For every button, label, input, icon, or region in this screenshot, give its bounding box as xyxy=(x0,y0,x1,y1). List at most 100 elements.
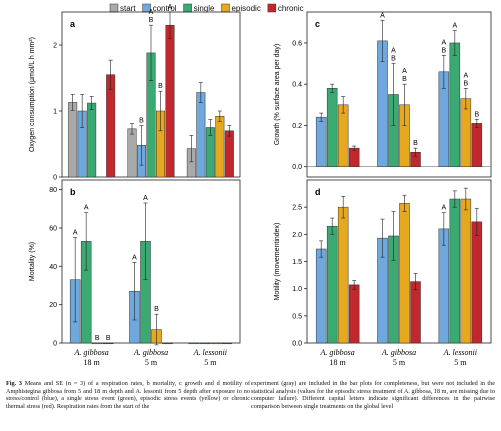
panel-b-ylabel: Mortality (%) xyxy=(29,242,36,281)
panel-c-ylabel: Growth (% surface area per day) xyxy=(274,44,281,146)
panel-b-tick-label: 60 xyxy=(49,225,57,232)
bar-d-chronic xyxy=(471,221,483,344)
sig-letter-a: B xyxy=(149,17,154,24)
legend-label-chronic: chronic xyxy=(278,4,304,13)
sig-letter-c: A xyxy=(402,68,407,75)
group-label-b: A. gibbosa xyxy=(133,348,168,357)
sig-letter-c: A xyxy=(452,23,457,30)
group-label-b: A. lessonii xyxy=(193,348,227,357)
legend-swatch-start xyxy=(109,3,119,13)
sig-letter-c: B xyxy=(463,80,468,87)
group-label-b: A. gibbosa xyxy=(74,348,109,357)
sig-letter-d: A xyxy=(441,205,446,212)
bar-b-chronic xyxy=(221,342,233,345)
panel-a-tick-label: 2 xyxy=(53,43,57,50)
caption-left-text: Means and SE (n = 3) of a respiration ra… xyxy=(6,380,251,410)
legend: start control single episodic chronic xyxy=(109,3,304,13)
sig-letter-b: A xyxy=(132,254,137,261)
panel-b-tick-label: 40 xyxy=(49,264,57,271)
bar-b-chronic xyxy=(162,342,173,345)
bar-d-episodic xyxy=(399,203,410,344)
sig-letter-c: B xyxy=(441,47,446,54)
sig-letter-c: A xyxy=(441,39,446,46)
caption-fig-label: Fig. 3 xyxy=(6,380,23,387)
group-depth-d: 18 m xyxy=(330,358,347,367)
panel-a-tick-label: 1 xyxy=(53,109,57,116)
group-label-d: A. gibbosa xyxy=(381,348,416,357)
panel-c-tick-label: 0.0 xyxy=(292,164,302,171)
sig-letter-c: A xyxy=(463,72,468,79)
bar-b-episodic xyxy=(91,342,103,345)
panel-b-tick-label: 20 xyxy=(49,302,57,309)
panel-d-tick-label: 2.5 xyxy=(292,205,302,212)
sig-letter-c: B xyxy=(402,76,407,83)
bar-b-chronic xyxy=(102,342,114,345)
bar-b-control xyxy=(188,342,200,345)
bar-a-control xyxy=(196,92,206,178)
sig-letter-a: B xyxy=(158,83,163,90)
legend-swatch-episodic xyxy=(221,3,230,13)
panel-a-tick-label: 0 xyxy=(53,175,57,182)
panel-c-tick-label: 0.4 xyxy=(292,82,302,89)
panel-d-tick-label: 0.0 xyxy=(292,341,302,348)
bar-d-chronic xyxy=(410,281,421,344)
bar-d-control xyxy=(315,248,327,344)
bar-a-start xyxy=(127,128,137,178)
group-depth-b: 5 m xyxy=(204,358,217,367)
legend-label-control: control xyxy=(153,4,177,13)
panel-d-tick-label: 1.0 xyxy=(292,286,302,293)
sig-letter-b: A xyxy=(73,230,78,237)
bar-d-chronic xyxy=(348,284,360,344)
sig-letter-b: B xyxy=(154,306,159,313)
caption-left: Fig. 3 Means and SE (n = 3) of a respira… xyxy=(6,380,250,410)
bar-a-chronic xyxy=(224,130,234,178)
panel-c-tick-label: 0.6 xyxy=(292,40,302,47)
bar-c-chronic xyxy=(471,123,483,167)
panel-d-label: d xyxy=(315,187,321,197)
sig-letter-a: A xyxy=(168,4,173,11)
legend-label-start: start xyxy=(120,4,136,13)
sig-letter-a: B xyxy=(139,118,144,125)
legend-swatch-single xyxy=(183,3,192,13)
panel-c: c 0.0 0.2 0.4 0.6 Growth (% surface area per … xyxy=(274,11,492,178)
bar-c-single xyxy=(326,88,338,167)
bar-a-chronic xyxy=(106,74,116,178)
bar-c-episodic xyxy=(337,104,349,167)
sig-letter-b: A xyxy=(143,195,148,202)
sig-letter-c: A xyxy=(391,48,396,55)
bar-a-start xyxy=(68,102,78,178)
sig-letter-b: B xyxy=(95,335,100,342)
panel-c-label: c xyxy=(315,19,320,29)
panel-c-tick-label: 0.2 xyxy=(292,123,302,130)
group-depth-b: 5 m xyxy=(145,358,158,367)
bar-d-single xyxy=(326,225,338,344)
group-depth-d: 5 m xyxy=(393,358,406,367)
bar-a-single xyxy=(87,102,97,178)
caption-right: experiment (gray) are included in the ba… xyxy=(251,380,495,410)
legend-swatch-chronic xyxy=(267,3,277,13)
panel-b-tick-label: 0 xyxy=(53,341,57,348)
legend-label-single: single xyxy=(194,4,215,13)
bar-c-control xyxy=(315,116,327,167)
sig-letter-b: A xyxy=(84,205,89,212)
bar-d-single xyxy=(449,198,461,344)
panel-b-label: b xyxy=(70,187,76,197)
figure-canvas: start control single episodic chronic a 0 1 2 Ox… xyxy=(29,3,492,367)
bar-d-episodic xyxy=(460,198,472,344)
bar-d-episodic xyxy=(337,206,349,344)
panel-d-ylabel: Motility (movementindex) xyxy=(274,223,281,301)
panel-c-frame xyxy=(306,11,492,178)
sig-letter-a: A xyxy=(149,9,154,16)
panel-a-label: a xyxy=(70,19,76,29)
bar-c-single xyxy=(449,42,461,167)
bar-a-chronic xyxy=(165,24,175,178)
panel-b-tick-label: 80 xyxy=(49,187,57,194)
sig-letter-b: B xyxy=(106,335,111,342)
group-depth-b: 18 m xyxy=(84,358,101,367)
panel-d-tick-label: 0.5 xyxy=(292,313,302,320)
group-depth-d: 5 m xyxy=(454,358,467,367)
bar-a-episodic xyxy=(215,116,225,178)
